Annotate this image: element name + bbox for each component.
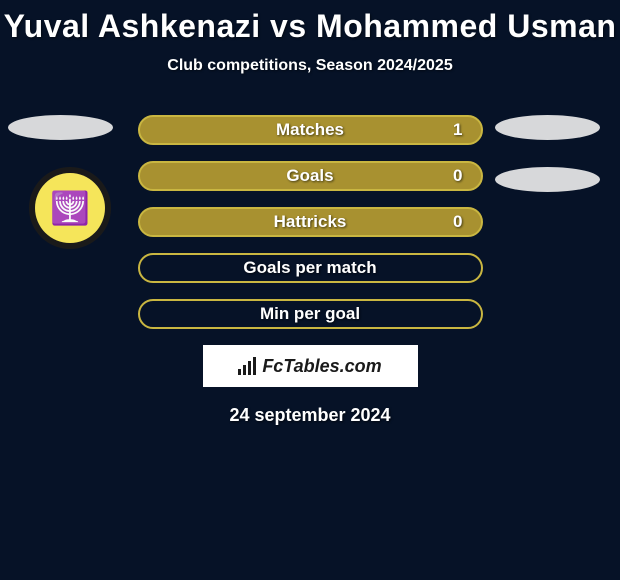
stat-row: Hattricks 0 [138, 207, 483, 237]
club-logo-inner: 🕎 [35, 173, 105, 243]
stat-value: 0 [453, 166, 462, 186]
stat-label: Goals per match [243, 258, 376, 278]
bar-chart-icon [238, 357, 256, 375]
icon-bar [243, 365, 246, 375]
icon-bar [253, 357, 256, 375]
branding-box: FcTables.com [203, 345, 418, 387]
branding-text: FcTables.com [262, 356, 381, 377]
stat-row: Goals per match [138, 253, 483, 283]
icon-bar [248, 361, 251, 375]
stat-label: Matches [276, 120, 344, 140]
stat-value: 1 [453, 120, 462, 140]
stat-label: Min per goal [260, 304, 360, 324]
subtitle: Club competitions, Season 2024/2025 [0, 57, 620, 75]
date-text: 24 september 2024 [0, 405, 620, 426]
page-title: Yuval Ashkenazi vs Mohammed Usman [0, 0, 620, 45]
comparison-content: 🕎 Matches 1 Goals 0 Hattricks 0 Goals per matc… [0, 115, 620, 426]
stat-row: Goals 0 [138, 161, 483, 191]
stat-label: Goals [286, 166, 333, 186]
stat-label: Hattricks [274, 212, 347, 232]
player-right-club-placeholder [495, 167, 600, 192]
stat-value: 0 [453, 212, 462, 232]
player-left-club-logo: 🕎 [29, 167, 111, 249]
player-left-avatar-placeholder [8, 115, 113, 140]
icon-bar [238, 369, 241, 375]
menorah-icon: 🕎 [50, 192, 90, 224]
stats-list: Matches 1 Goals 0 Hattricks 0 Goals per match M… [138, 115, 483, 329]
player-right-avatar-placeholder [495, 115, 600, 140]
stat-row: Matches 1 [138, 115, 483, 145]
stat-row: Min per goal [138, 299, 483, 329]
